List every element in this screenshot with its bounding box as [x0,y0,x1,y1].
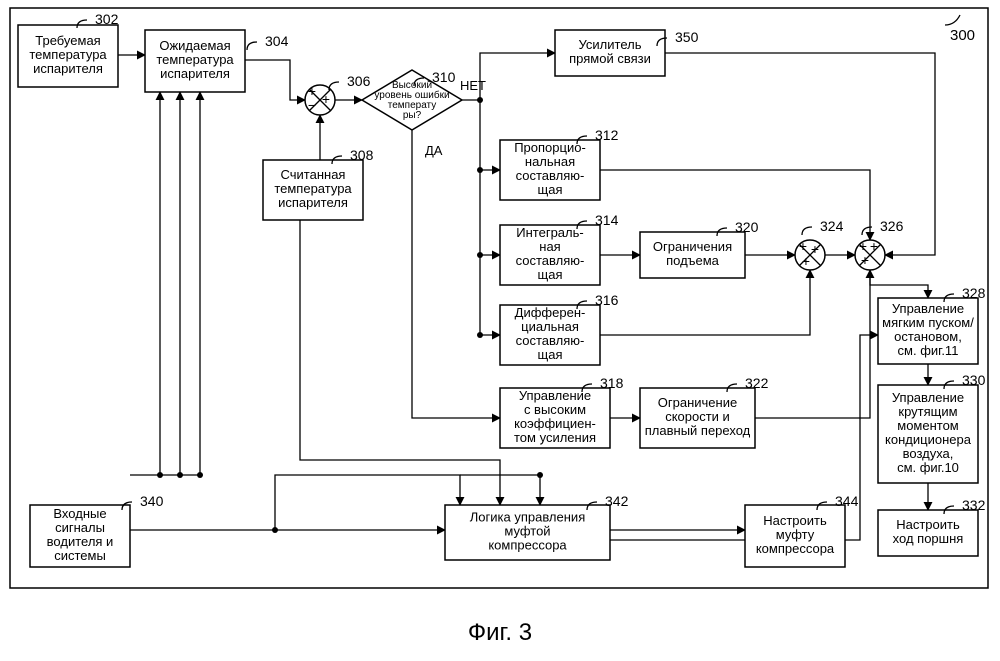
svg-text:300: 300 [950,27,975,44]
svg-text:344: 344 [835,493,859,509]
svg-text:302: 302 [95,11,119,27]
svg-text:+: + [861,252,869,268]
svg-text:310: 310 [432,69,456,85]
svg-text:Усилительпрямой связи: Усилительпрямой связи [569,37,651,66]
svg-text:320: 320 [735,219,759,235]
svg-text:318: 318 [600,375,624,391]
svg-text:350: 350 [675,29,699,45]
svg-text:Управлениекрутящиммоментомконд: Управлениекрутящиммоментомкондиционераво… [885,390,972,475]
svg-text:Управлениес высокимкоэффициен-: Управлениес высокимкоэффициен-том усилен… [514,388,596,445]
svg-text:314: 314 [595,212,619,228]
svg-text:НЕТ: НЕТ [460,78,486,93]
svg-text:Настроитьход поршня: Настроитьход поршня [893,517,964,546]
svg-text:Считаннаятемператураиспарителя: Считаннаятемператураиспарителя [274,167,352,210]
svg-text:326: 326 [880,218,904,234]
svg-text:312: 312 [595,127,619,143]
svg-text:ДА: ДА [425,143,443,158]
svg-text:330: 330 [962,372,986,388]
svg-text:308: 308 [350,147,374,163]
svg-text:328: 328 [962,285,986,301]
svg-text:+: + [802,253,810,269]
svg-text:340: 340 [140,493,164,509]
svg-text:342: 342 [605,493,629,509]
svg-text:332: 332 [962,497,986,513]
svg-text:+: + [322,91,330,107]
svg-text:+: + [870,238,878,254]
svg-text:324: 324 [820,218,844,234]
svg-text:+: + [811,241,819,257]
svg-text:322: 322 [745,375,769,391]
figure-label: Фиг. 3 [468,619,532,646]
svg-text:304: 304 [265,33,289,49]
svg-text:Требуемаятемператураиспарителя: Требуемаятемператураиспарителя [29,33,107,76]
svg-text:306: 306 [347,73,371,89]
svg-text:Входныесигналыводителя исистем: Входныесигналыводителя исистемы [47,506,114,563]
svg-text:316: 316 [595,292,619,308]
svg-text:+: + [799,238,807,254]
svg-text:−: − [308,97,316,113]
svg-text:Ожидаемаятемператураиспарителя: Ожидаемаятемператураиспарителя [156,38,234,81]
